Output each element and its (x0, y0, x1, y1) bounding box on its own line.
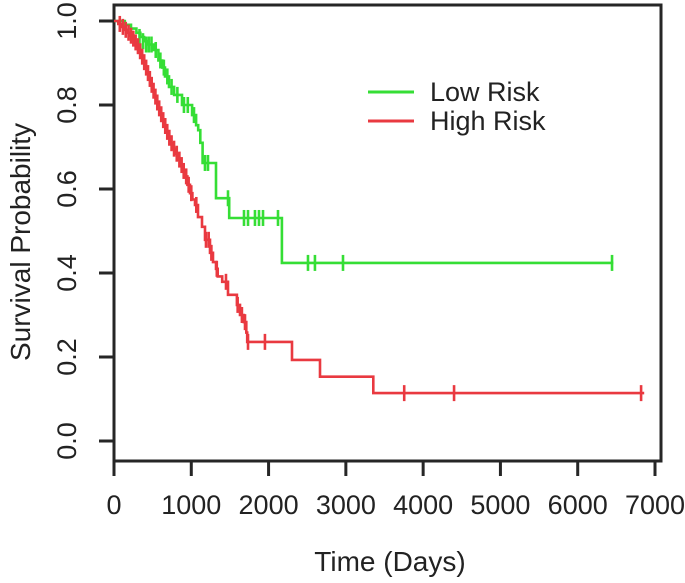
legend-label-high-risk: High Risk (430, 106, 546, 136)
y-tick-label: 0.2 (52, 338, 82, 376)
x-tick-label: 5000 (470, 490, 530, 520)
y-tick-label: 0.0 (52, 422, 82, 460)
y-tick-label: 0.8 (52, 86, 82, 124)
x-tick-label: 4000 (393, 490, 453, 520)
legend: Low Risk High Risk (368, 77, 546, 136)
axes-layer: 0 1000 2000 3000 4000 5000 6000 7000 0.0 0.2 0.4 0.… (52, 2, 685, 520)
survival-curve-low-risk (114, 19, 614, 265)
survival-curves-layer (114, 15, 645, 402)
y-tick-label: 0.4 (52, 254, 82, 292)
x-tick-label: 7000 (625, 490, 685, 520)
x-tick-label: 1000 (161, 490, 221, 520)
y-axis-title: Survival Probability (5, 123, 36, 361)
x-axis-title: Time (Days) (314, 546, 465, 577)
x-tick-label: 0 (106, 490, 121, 520)
legend-label-low-risk: Low Risk (430, 77, 540, 107)
y-tick-label: 0.6 (52, 170, 82, 208)
x-tick-label: 3000 (316, 490, 376, 520)
y-tick-label: 1.0 (52, 2, 82, 40)
x-tick-label: 2000 (239, 490, 299, 520)
x-tick-label: 6000 (548, 490, 608, 520)
plot-box (112, 3, 663, 463)
survival-curve-high-risk (114, 19, 645, 395)
